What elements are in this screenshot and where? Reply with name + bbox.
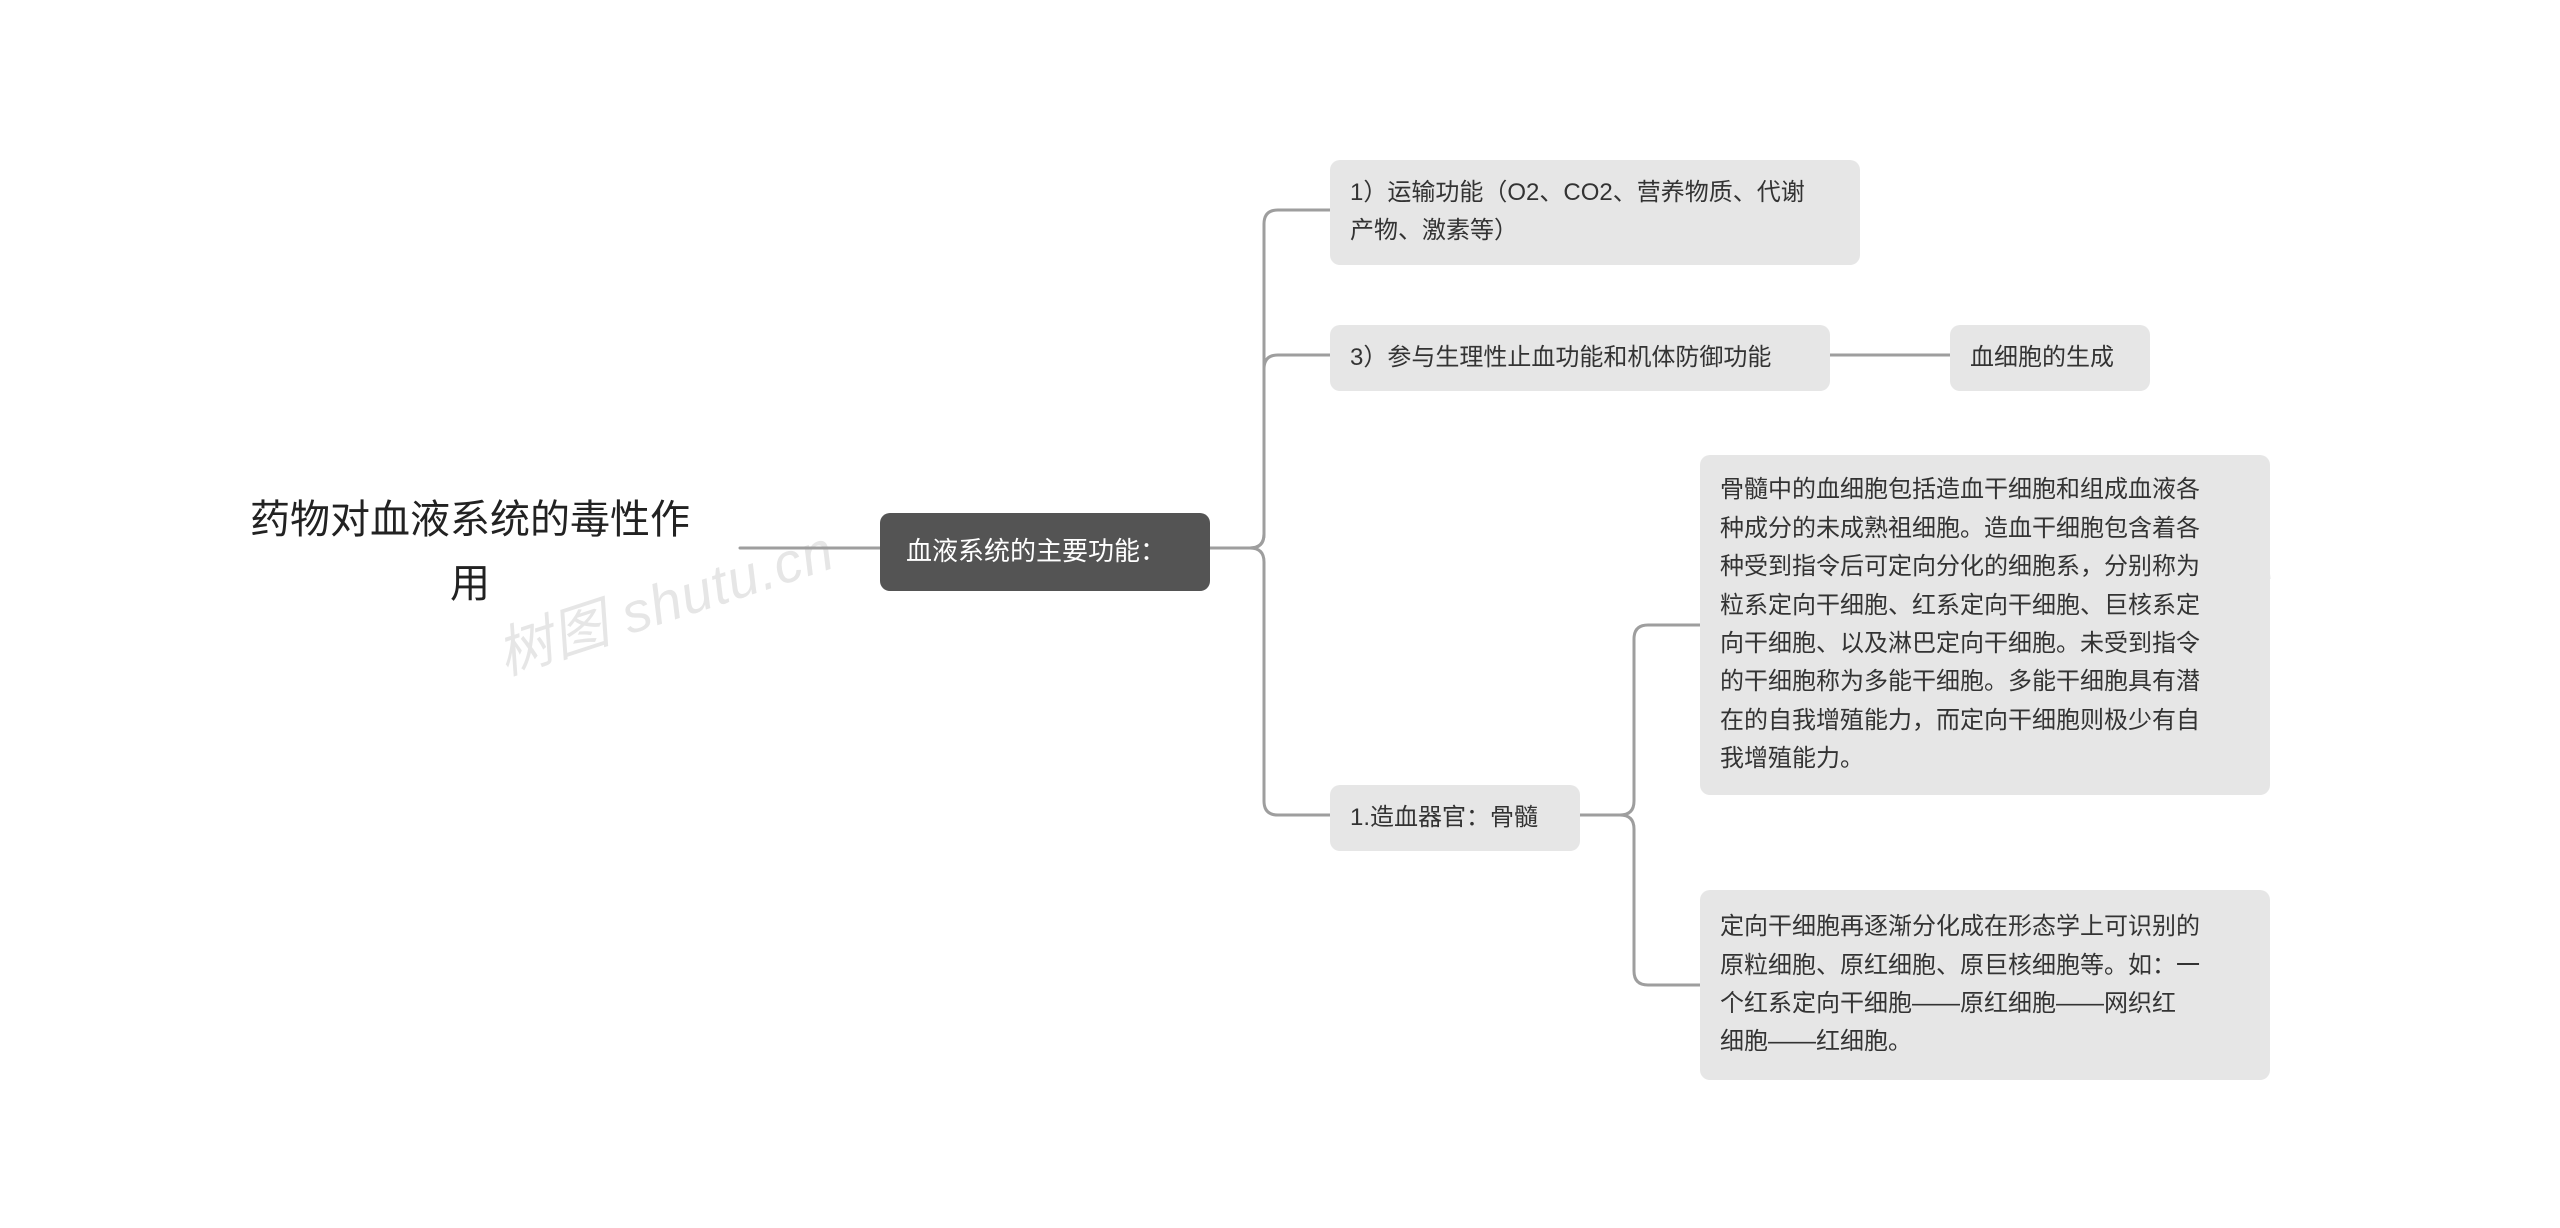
root-node[interactable]: 药物对血液系统的毒性作用 [200,488,740,616]
connector [1210,355,1330,548]
connector [1580,625,1700,815]
leaf-c3a[interactable]: 骨髓中的血细胞包括造血干细胞和组成血液各种成分的未成熟祖细胞。造血干细胞包含着各… [1700,455,2270,795]
leaf-c3[interactable]: 1.造血器官：骨髓 [1330,785,1580,851]
leaf-c2[interactable]: 3）参与生理性止血功能和机体防御功能 [1330,325,1830,391]
leaf-c1[interactable]: 1）运输功能（O2、CO2、营养物质、代谢产物、激素等） [1330,160,1860,265]
connector [1580,815,1700,985]
main-node[interactable]: 血液系统的主要功能： [880,513,1210,591]
connector [1210,548,1330,815]
leaf-c2a[interactable]: 血细胞的生成 [1950,325,2150,391]
connector [1210,210,1330,548]
leaf-c3b[interactable]: 定向干细胞再逐渐分化成在形态学上可识别的原粒细胞、原红细胞、原巨核细胞等。如：一… [1700,890,2270,1080]
